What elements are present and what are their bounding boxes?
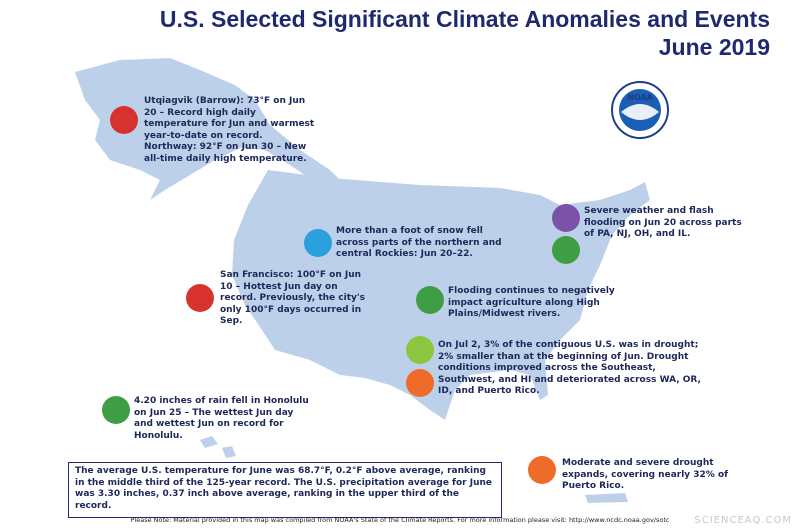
annotation: 4.20 inches of rain fell in Honolulu on … [134, 396, 309, 441]
severe-weather-icon [552, 204, 580, 232]
drought-icon [406, 369, 434, 397]
watermark: SCIENCEAQ.COM [694, 515, 792, 526]
noaa-logo-bird [621, 104, 659, 120]
flood-icon [552, 236, 580, 264]
flood-icon [416, 286, 444, 314]
heat-icon [186, 284, 214, 312]
drought-icon [528, 456, 556, 484]
subtitle: June 2019 [658, 34, 770, 60]
annotation: San Francisco: 100°F on Jun 10 – Hottest… [220, 270, 365, 326]
drought-improve-icon [406, 336, 434, 364]
annotation: Moderate and severe drought expands, cov… [562, 458, 729, 491]
annotation: Flooding continues to negatively impact … [448, 286, 615, 319]
annotation: On Jul 2, 3% of the contiguous U.S. was … [438, 340, 701, 396]
puerto-rico [585, 493, 628, 503]
alaska [75, 58, 340, 200]
title: U.S. Selected Significant Climate Anomal… [159, 6, 770, 32]
annotation: Utqiagvik (Barrow): 73°F on Jun 20 – Rec… [144, 96, 315, 164]
footer-note: Please Note: Material provided in this m… [130, 516, 670, 524]
annotation: More than a foot of snow fell across par… [336, 226, 502, 259]
logo-label: NOAA [627, 93, 653, 102]
summary-box: The average U.S. temperature for June wa… [68, 462, 502, 518]
snow-icon [304, 229, 332, 257]
icons [102, 106, 580, 484]
heat-icon [110, 106, 138, 134]
hawaii [200, 436, 236, 458]
rain-icon [102, 396, 130, 424]
annotation: Severe weather and flash flooding on Jun… [584, 206, 742, 239]
